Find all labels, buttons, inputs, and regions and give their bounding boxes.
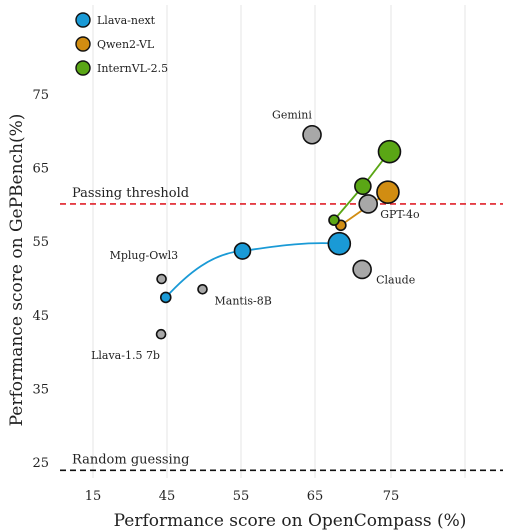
- legend-label: InternVL-2.5: [97, 62, 168, 75]
- data-point: [377, 139, 402, 164]
- legend-marker: [75, 36, 91, 52]
- y-tick-label: 65: [32, 162, 49, 177]
- x-tick-label: 75: [383, 489, 400, 504]
- y-axis-label: Performance score on GePBench(%): [7, 114, 27, 427]
- data-point: [233, 242, 252, 260]
- reference-lines: Passing threshold Random guessing: [60, 186, 503, 472]
- data-point: [156, 273, 167, 285]
- data-point: [376, 180, 400, 204]
- reference-line-label: Random guessing: [72, 452, 189, 467]
- data-point: [327, 231, 352, 256]
- reference-line-label: Passing threshold: [72, 186, 189, 201]
- data-point: [358, 194, 379, 214]
- y-tick-label: 55: [32, 235, 49, 250]
- data-point: [155, 328, 167, 340]
- x-tick-label: 15: [85, 489, 102, 504]
- x-axis-label: Performance score on OpenCompass (%): [114, 511, 467, 531]
- y-tick-label: 45: [32, 309, 49, 324]
- x-tick-label: 45: [159, 489, 176, 504]
- point-annotation: Gemini: [272, 109, 312, 122]
- legend-label: Llava-next: [97, 14, 156, 27]
- gridlines: [92, 5, 466, 478]
- point-annotation: Claude: [376, 273, 415, 286]
- y-tick-label: 25: [32, 456, 49, 471]
- data-point: [302, 124, 322, 145]
- data-point: [328, 214, 340, 226]
- legend-marker: [75, 60, 91, 76]
- data-point: [352, 259, 372, 280]
- data-point: [197, 284, 208, 295]
- x-tick-label: 65: [307, 489, 324, 504]
- data-point: [354, 177, 372, 196]
- data-point: [159, 291, 172, 304]
- point-annotation: Llava-1.5 7b: [91, 349, 160, 362]
- annotations: Gemini GPT-4o Claude Mplug-Owl3 Mantis-8B Lla…: [91, 109, 420, 362]
- y-tick-label: 35: [32, 382, 49, 397]
- point-annotation: Mplug-Owl3: [110, 249, 179, 262]
- y-tick-label: 75: [32, 88, 49, 103]
- series-line: [165, 242, 340, 299]
- point-annotation: Mantis-8B: [215, 294, 272, 307]
- point-annotation: GPT-4o: [380, 208, 420, 221]
- x-tick-label: 55: [233, 489, 250, 504]
- legend: Llava-next Qwen2-VL InternVL-2.5: [75, 12, 168, 76]
- tick-labels: 15 45 55 65 75 25 35 45 55 65 75: [32, 88, 399, 504]
- legend-marker: [75, 12, 91, 28]
- data-points: [155, 124, 402, 340]
- legend-label: Qwen2-VL: [97, 38, 155, 51]
